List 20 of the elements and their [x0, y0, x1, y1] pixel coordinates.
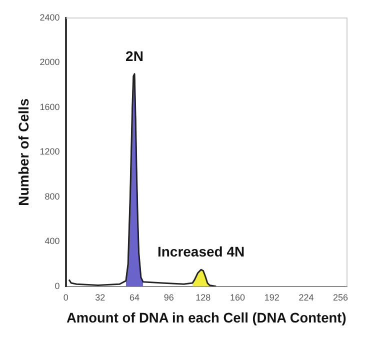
y-tick-label: 2400 — [40, 12, 60, 22]
y-tick-label: 400 — [44, 236, 60, 246]
x-tick-label: 64 — [130, 292, 140, 302]
y-tick-label: 800 — [44, 191, 60, 202]
annotation: Increased 4N — [157, 243, 245, 260]
x-tick-label: 96 — [164, 292, 174, 302]
x-tick-label: 0 — [63, 292, 68, 302]
x-tick-label: 160 — [230, 292, 246, 302]
y-tick-label: 0 — [54, 280, 60, 291]
annotation: 2N — [126, 48, 144, 64]
x-tick-label: 256 — [333, 292, 348, 302]
x-tick-label: 128 — [196, 292, 211, 302]
y-tick-label: 1600 — [40, 102, 60, 112]
x-tick-label: 32 — [95, 292, 106, 302]
y-tick-label: 1200 — [40, 146, 60, 157]
y-tick-label: 2000 — [40, 57, 60, 68]
x-axis-title: Amount of DNA in each Cell (DNA Content) — [66, 309, 346, 326]
y-axis-title: Number of Cells — [15, 98, 32, 206]
x-tick-label: 192 — [264, 292, 280, 302]
x-tick-label: 224 — [298, 292, 314, 302]
